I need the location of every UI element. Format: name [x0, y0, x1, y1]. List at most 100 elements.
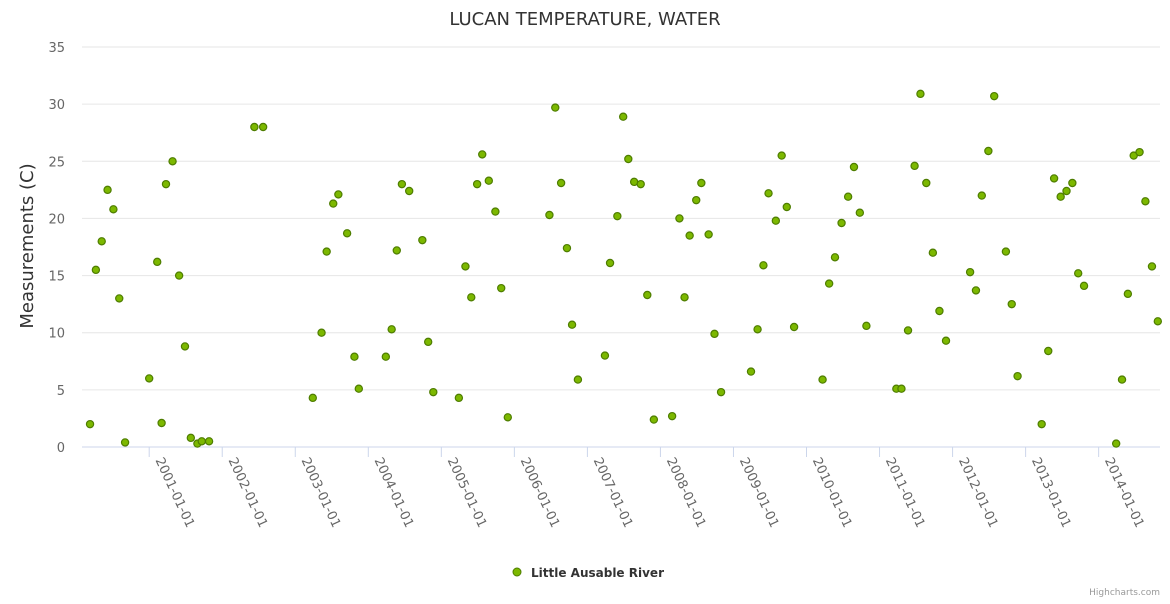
- data-point: [144, 374, 154, 383]
- data-point: [168, 157, 177, 166]
- data-point: [115, 294, 124, 303]
- data-point: [862, 321, 871, 331]
- data-point: [675, 214, 684, 223]
- data-point: [204, 437, 214, 446]
- data-point: [777, 151, 786, 160]
- data-point: [472, 179, 482, 189]
- x-tick-label: 2007-01-01: [590, 455, 636, 530]
- data-point: [545, 210, 554, 220]
- data-point: [759, 261, 768, 270]
- y-axis-title: Measurements (C): [17, 163, 38, 328]
- x-tick-label: 2014-01-01: [1101, 455, 1147, 530]
- data-point: [1056, 192, 1065, 201]
- data-point: [329, 199, 338, 208]
- data-point: [1074, 269, 1083, 278]
- data-point: [830, 253, 840, 262]
- data-point: [605, 258, 615, 268]
- data-point: [562, 243, 572, 253]
- data-point: [157, 418, 166, 428]
- y-tick-label: 0: [57, 441, 65, 456]
- data-point: [392, 246, 401, 255]
- credits-link[interactable]: Highcharts.com: [1089, 588, 1160, 598]
- data-point: [716, 387, 726, 397]
- legend-marker-icon[interactable]: [512, 567, 522, 577]
- data-point: [161, 179, 171, 189]
- legend-label[interactable]: Little Ausable River: [531, 566, 664, 580]
- data-point: [692, 195, 701, 205]
- data-point: [491, 207, 500, 216]
- data-point: [250, 122, 259, 132]
- data-point: [1068, 178, 1077, 188]
- y-tick-label: 5: [57, 384, 65, 399]
- data-point: [624, 154, 633, 164]
- data-point: [903, 326, 913, 335]
- data-point: [941, 336, 951, 345]
- y-tick-label: 20: [48, 212, 65, 227]
- data-point: [109, 205, 118, 214]
- data-point: [1147, 262, 1157, 271]
- data-point: [636, 179, 645, 189]
- x-tick-label: 2004-01-01: [371, 455, 417, 530]
- data-point: [350, 352, 359, 361]
- data-point: [397, 179, 407, 189]
- data-point: [928, 248, 938, 257]
- data-point: [573, 375, 583, 384]
- data-point: [910, 161, 919, 171]
- data-point: [935, 306, 944, 316]
- data-point: [1123, 289, 1133, 299]
- data-point: [342, 229, 352, 238]
- data-point: [782, 202, 791, 212]
- data-point: [1111, 439, 1121, 448]
- data-point: [120, 438, 130, 447]
- data-point: [746, 367, 756, 376]
- data-point: [965, 267, 975, 277]
- data-point: [484, 176, 494, 185]
- data-point: [429, 387, 438, 397]
- data-points: [85, 89, 1163, 448]
- y-tick-label: 10: [48, 327, 65, 342]
- data-point: [1044, 346, 1053, 356]
- x-ticks: [148, 447, 1100, 457]
- data-point: [418, 235, 427, 245]
- y-tick-labels: 0 5 10 15 20 25 30 35: [48, 41, 65, 456]
- data-point: [381, 352, 391, 361]
- data-point: [643, 290, 652, 300]
- data-point: [685, 231, 694, 240]
- data-point: [258, 122, 268, 132]
- data-point: [753, 325, 762, 334]
- y-tick-label: 35: [48, 41, 65, 56]
- data-point: [1062, 186, 1071, 196]
- data-point: [387, 325, 396, 334]
- legend[interactable]: Little Ausable River: [512, 566, 664, 580]
- data-point: [322, 247, 331, 256]
- x-tick-label: 2012-01-01: [955, 455, 1001, 530]
- data-point: [984, 146, 993, 156]
- y-tick-label: 25: [48, 155, 65, 170]
- x-tick-label: 2013-01-01: [1028, 455, 1074, 530]
- grid-lines: [82, 46, 1160, 391]
- data-point: [977, 191, 986, 200]
- y-tick-label: 30: [48, 98, 65, 113]
- data-point: [764, 189, 773, 198]
- data-point: [1079, 281, 1089, 291]
- data-point: [91, 265, 101, 275]
- data-point: [897, 384, 906, 393]
- data-point: [1135, 147, 1144, 157]
- data-point: [990, 91, 999, 101]
- data-point: [922, 178, 931, 188]
- data-point: [478, 150, 487, 159]
- data-point: [1141, 197, 1150, 206]
- data-point: [824, 279, 834, 288]
- data-point: [454, 393, 464, 403]
- x-tick-label: 2002-01-01: [225, 455, 271, 530]
- data-point: [704, 230, 713, 239]
- x-tick-labels: 2001-01-01 2002-01-01 2003-01-01 2004-01-01…: [152, 455, 1147, 530]
- data-point: [103, 185, 112, 195]
- data-point: [600, 351, 610, 360]
- data-point: [1037, 419, 1046, 429]
- data-point: [180, 342, 190, 351]
- y-tick-label: 15: [48, 270, 65, 285]
- data-point: [849, 162, 859, 172]
